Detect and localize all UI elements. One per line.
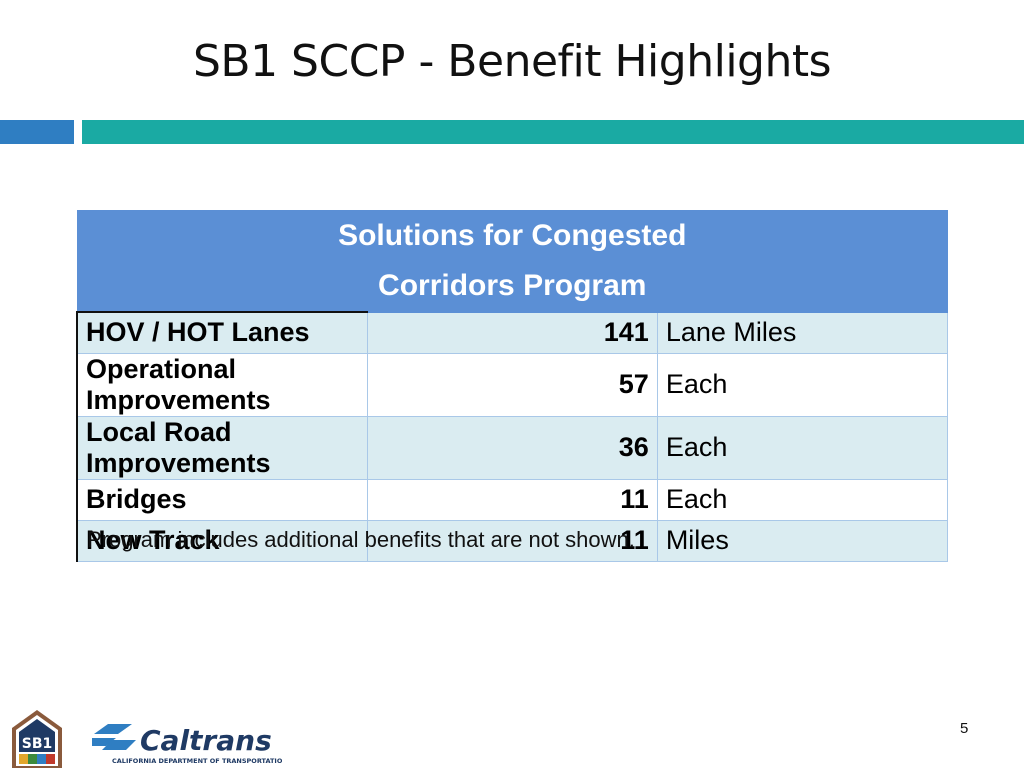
row-value: 57	[366, 352, 658, 417]
row-unit: Each	[656, 415, 949, 480]
sb1-logo: SB1	[12, 710, 62, 768]
row-label: HOV / HOT Lanes	[75, 311, 368, 354]
caltrans-logo-subtitle: CALIFORNIA DEPARTMENT OF TRANSPORTATION	[112, 757, 282, 765]
benefits-table: Solutions for Congested Corridors Progra…	[75, 210, 949, 562]
row-unit: Each	[656, 478, 949, 521]
table-header-line2: Corridors Program	[378, 269, 647, 302]
table-header-line1: Solutions for Congested	[338, 219, 687, 252]
table-row: Local Road Improvements 36 Each	[75, 415, 949, 480]
slide-title: SB1 SCCP - Benefit Highlights	[192, 36, 832, 87]
accent-bar-blue	[0, 120, 74, 144]
caltrans-logo: Caltrans CALIFORNIA DEPARTMENT OF TRANSP…	[92, 724, 282, 765]
row-label: New Track	[75, 519, 368, 562]
footnote: Program includes additional benefits tha…	[87, 527, 635, 552]
caltrans-logo-text: Caltrans	[140, 724, 272, 757]
row-label: Operational Improvements	[75, 352, 368, 417]
table-row: Operational Improvements 57 Each	[75, 352, 949, 417]
row-unit: Lane Miles	[656, 311, 949, 354]
row-value: 11	[366, 478, 658, 521]
row-unit: Miles	[656, 519, 949, 562]
accent-bar-teal	[82, 120, 1024, 144]
row-label: Bridges	[75, 478, 368, 521]
table-row: HOV / HOT Lanes 141 Lane Miles	[75, 311, 949, 354]
row-label: Local Road Improvements	[75, 415, 368, 480]
table-row: New Track 11 Miles	[75, 519, 949, 562]
row-value: 141	[366, 311, 658, 354]
table-row: Bridges 11 Each	[75, 478, 949, 521]
sb1-logo-text: SB1	[22, 736, 53, 752]
table-header-row: Solutions for Congested Corridors Progra…	[76, 210, 948, 313]
page-number: 5	[960, 720, 969, 737]
row-unit: Each	[656, 352, 949, 417]
row-value: 36	[366, 415, 658, 480]
row-value: 11	[366, 519, 658, 562]
table-header: Solutions for Congested Corridors Progra…	[76, 210, 948, 313]
